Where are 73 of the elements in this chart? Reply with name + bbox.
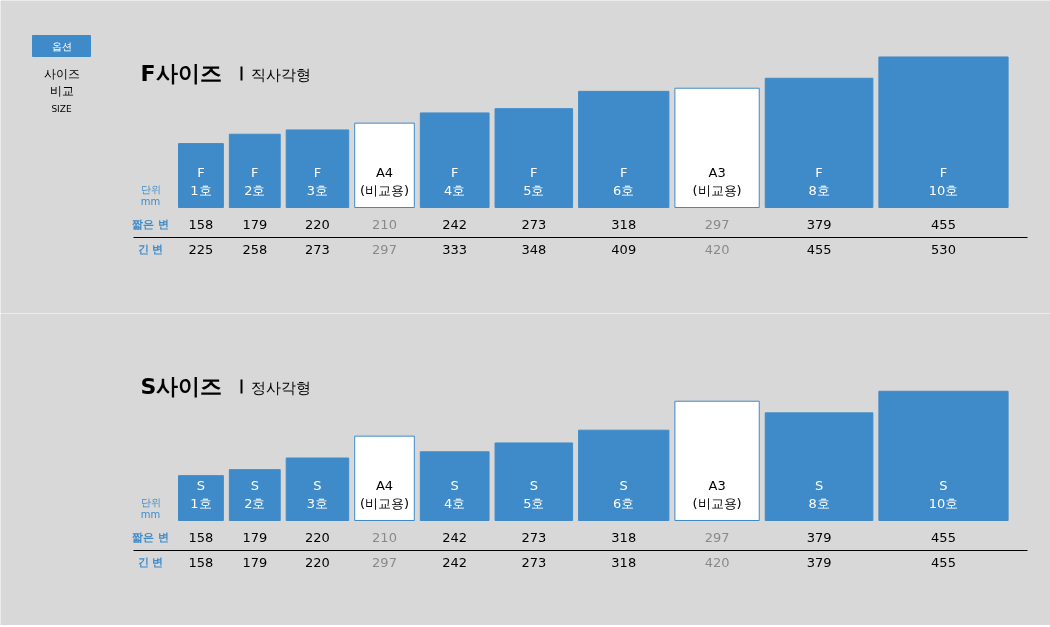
data-label: 210: [372, 217, 397, 232]
data-label: 158: [188, 555, 214, 570]
data-label: 225: [188, 242, 214, 257]
data-label: 220: [305, 217, 330, 232]
category-label: A3 (비교용): [692, 164, 742, 199]
data-label: 297: [372, 555, 397, 570]
category-label: S 8호: [808, 477, 830, 512]
data-label: 348: [521, 242, 547, 257]
data-label: 318: [611, 530, 637, 545]
data-label: 297: [704, 217, 730, 232]
category-label: S 10호: [928, 477, 959, 512]
text: S사이즈: [140, 374, 223, 399]
data-label: 455: [931, 217, 956, 232]
data-label: 158: [188, 530, 214, 545]
category-label: S 3호: [306, 477, 329, 512]
data-label: 297: [704, 530, 730, 545]
text: SIZE: [51, 103, 72, 114]
category-label: F 1호: [190, 164, 212, 199]
text: F사이즈: [140, 61, 222, 86]
category-label: S 2호: [244, 477, 266, 512]
category-label: F 8호: [808, 164, 830, 199]
text: 긴 변: [137, 556, 164, 569]
data-label: 158: [188, 217, 214, 232]
category-label: F 6호: [613, 164, 635, 199]
text: 옵션: [51, 41, 72, 52]
data-label: 242: [442, 555, 468, 570]
data-label: 210: [372, 530, 397, 545]
text: 사이즈 비교: [43, 67, 80, 98]
text: 정사각형: [250, 378, 311, 397]
data-label: 530: [931, 242, 956, 257]
series-label: 짧은 변: [132, 531, 169, 544]
data-label: 420: [704, 555, 730, 570]
data-label: 179: [242, 217, 268, 232]
text: 단위 mm: [140, 183, 161, 208]
category-label: A4 (비교용): [359, 477, 410, 512]
data-label: 242: [442, 217, 468, 232]
category-label: S 4호: [444, 477, 466, 512]
data-label: 273: [521, 217, 547, 232]
data-label: 379: [806, 217, 832, 232]
data-label: 455: [806, 242, 832, 257]
data-label: 455: [931, 555, 956, 570]
data-label: 379: [806, 530, 832, 545]
data-label: 220: [305, 555, 330, 570]
data-label: 258: [242, 242, 268, 257]
data-label: 273: [521, 555, 547, 570]
category-label: A3 (비교용): [692, 477, 742, 512]
data-label: 455: [931, 530, 956, 545]
category-label: S 5호: [523, 477, 545, 512]
data-label: 297: [372, 242, 397, 257]
category-label: F 3호: [306, 164, 329, 199]
text: 긴 변: [137, 243, 164, 256]
category-label: S 1호: [190, 477, 212, 512]
data-label: 333: [442, 242, 468, 257]
category-label: F 5호: [523, 164, 545, 199]
category-label: A4 (비교용): [359, 164, 410, 199]
text: 직사각형: [250, 65, 311, 84]
data-label: 318: [611, 555, 637, 570]
text: 단위 mm: [140, 496, 161, 521]
data-label: 420: [704, 242, 730, 257]
data-label: 318: [611, 217, 637, 232]
series-label: 짧은 변: [132, 218, 169, 231]
data-label: 179: [242, 555, 268, 570]
category-label: F 4호: [444, 164, 466, 199]
data-label: 409: [611, 242, 637, 257]
category-label: F 2호: [244, 164, 266, 199]
data-label: 220: [305, 530, 330, 545]
category-label: S 6호: [613, 477, 635, 512]
data-label: 273: [521, 530, 547, 545]
data-label: 179: [242, 530, 268, 545]
data-label: 242: [442, 530, 468, 545]
category-label: F 10호: [928, 164, 959, 199]
data-label: 379: [806, 555, 832, 570]
data-label: 273: [305, 242, 330, 257]
